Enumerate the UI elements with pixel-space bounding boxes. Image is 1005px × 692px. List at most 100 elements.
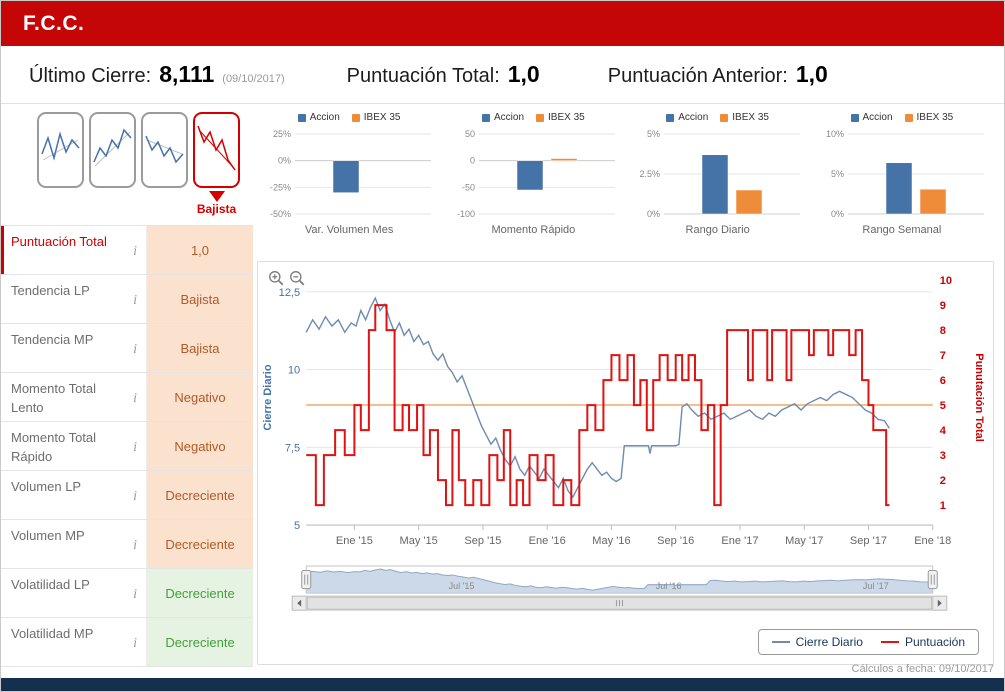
chart-navigator[interactable]: Jul '15 Jul '16 Jul '17 [258,563,993,613]
indicator-label-text: Volumen MP [11,528,85,543]
bottom-bar [1,678,1004,691]
svg-text:Sep '15: Sep '15 [464,535,501,547]
indicator-row-volumen-lp: Volumen LP i Decreciente [1,471,253,520]
info-icon[interactable]: i [133,636,137,651]
svg-text:Ene '18: Ene '18 [914,535,951,547]
svg-text:Jul '16: Jul '16 [656,581,682,591]
svg-text:50: 50 [465,129,475,139]
accion-swatch-icon [482,113,491,122]
indicator-row-volumen-mp: Volumen MP i Decreciente [1,520,253,569]
indicator-row-momento-lento: Momento Total Lento i Negativo [1,373,253,422]
legend-puntuacion[interactable]: Puntuación [880,635,965,649]
uptrend-sketch-icon [41,131,80,161]
puntuacion-total-value: 1,0 [507,61,540,87]
legend-label: Accion [309,112,340,123]
mini-chart-title: Momento Rápido [491,224,576,236]
legend-item-accion[interactable]: Accion [482,112,524,123]
bar-chart-rango-semanal: 10% 5% 0% [826,129,984,219]
legend-item-accion[interactable]: Accion [850,112,893,123]
mini-chart-rango-semanal: Accion IBEX 35 10% 5% 0% Rango Semanal [810,107,994,257]
indicator-label: Volumen MP i [1,520,146,568]
svg-text:0%: 0% [831,209,844,219]
legend-label: Puntuación [904,635,965,649]
info-icon[interactable]: i [133,538,137,553]
indicator-label-text: Momento Total Rápido [11,430,97,464]
legend-item-ibex35[interactable]: IBEX 35 [351,112,400,123]
svg-text:Jul '17: Jul '17 [863,581,889,591]
svg-text:8: 8 [940,325,946,337]
info-icon[interactable]: i [133,587,137,602]
legend-item-ibex35[interactable]: IBEX 35 [720,112,769,123]
trend-card-bajista-selected: Bajista [193,112,240,216]
indicator-label-text: Volatilidad LP [11,577,90,592]
price-score-chart[interactable]: 5 7,5 10 12,5 1 2 3 4 5 6 7 8 9 10 Ene '15 May '15 Sep '… [258,262,993,563]
info-icon[interactable]: i [133,489,137,504]
indicator-label-text: Momento Total Lento [11,381,97,415]
indicator-label: Volatilidad LP i [1,569,146,617]
svg-text:-50%: -50% [270,209,291,219]
svg-text:7,5: 7,5 [285,442,300,454]
legend-item-ibex35[interactable]: IBEX 35 [904,112,953,123]
indicator-value: 1,0 [146,226,253,274]
svg-text:2: 2 [940,475,946,487]
indicator-value: Bajista [146,275,253,323]
svg-text:Cierre Diario: Cierre Diario [262,364,274,430]
trend-state-selector: Bajista [1,112,253,216]
downtrend-sketch-icon [197,125,236,171]
svg-text:May '15: May '15 [400,535,438,547]
svg-text:1: 1 [940,500,946,512]
svg-text:Ene '16: Ene '16 [529,535,566,547]
accion-swatch-icon [850,113,859,122]
indicator-label-text: Tendencia MP [11,332,94,347]
svg-text:10: 10 [940,275,952,287]
down-arrow-icon [208,191,225,202]
legend-label: Accion [862,112,893,123]
trend-card-alcista-icon [37,112,84,188]
indicator-value: Decreciente [146,520,253,568]
info-icon[interactable]: i [133,244,137,259]
indicator-label-text: Volumen LP [11,479,82,494]
ibex35-swatch-icon [904,113,913,122]
legend-item-accion[interactable]: Accion [297,112,340,123]
mini-chart-title: Var. Volumen Mes [304,224,394,236]
legend-cierre-diario[interactable]: Cierre Diario [771,635,863,649]
svg-text:0: 0 [470,156,475,166]
zoom-in-icon[interactable] [268,270,285,287]
ultimo-cierre-summary: Último Cierre: 8,111 (09/10/2017) [29,61,285,88]
legend-item-ibex35[interactable]: IBEX 35 [536,112,585,123]
svg-text:Ene '17: Ene '17 [721,535,758,547]
info-icon[interactable]: i [133,342,137,357]
svg-text:0%: 0% [647,209,660,219]
legend-label: IBEX 35 [732,112,769,123]
indicator-row-tendencia-mp: Tendencia MP i Bajista [1,324,253,373]
accion-swatch-icon [297,113,306,122]
svg-text:6: 6 [940,375,946,387]
page-title: F.C.C. [23,11,85,35]
ultimo-cierre-date: (09/10/2017) [222,73,285,85]
zoom-out-icon[interactable] [289,270,306,287]
mild-downtrend-sketch-icon [145,135,184,164]
indicator-value: Decreciente [146,569,253,617]
legend-item-accion[interactable]: Accion [666,112,708,123]
info-icon[interactable]: i [133,391,137,406]
svg-text:5: 5 [940,400,946,412]
puntuacion-anterior-summary: Puntuación Anterior: 1,0 [608,61,828,88]
svg-text:2.5%: 2.5% [639,169,660,179]
indicator-label-text: Puntuación Total [11,234,107,249]
ibex35-swatch-icon [351,113,360,122]
svg-text:-50: -50 [462,182,475,192]
puntuacion-anterior-value: 1,0 [795,61,828,87]
indicator-row-volatilidad-lp: Volatilidad LP i Decreciente [1,569,253,618]
trend-card-correccion-icon [141,112,188,188]
trend-card-lateral-icon [89,112,136,188]
indicator-label: Momento Total Lento i [1,373,146,421]
svg-text:Sep '17: Sep '17 [850,535,887,547]
svg-text:Sep '16: Sep '16 [657,535,694,547]
svg-text:Jul '15: Jul '15 [449,581,475,591]
info-icon[interactable]: i [133,293,137,308]
info-icon[interactable]: i [133,440,137,455]
indicator-label: Volatilidad MP i [1,618,146,666]
blue-line-sample-icon [771,641,790,643]
zoom-controls [268,270,306,287]
